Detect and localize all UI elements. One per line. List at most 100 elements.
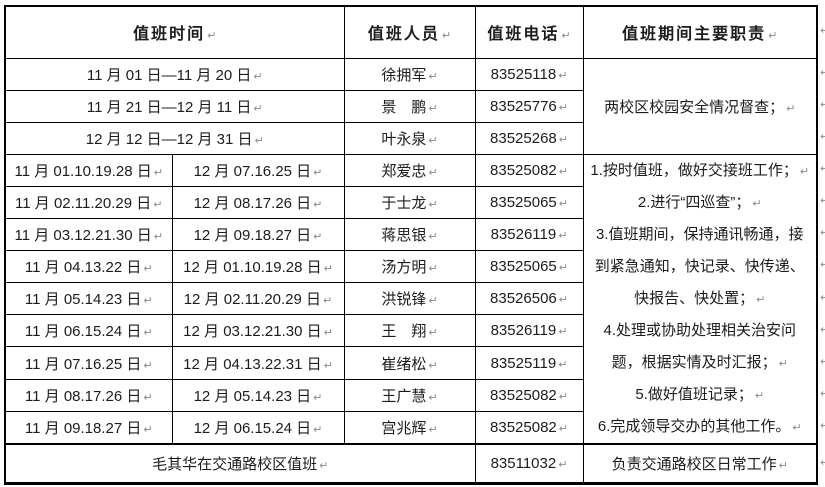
phone-cell[interactable]: 83526119 ↵ [474, 314, 584, 348]
paragraph-return-mark: ↵ [756, 293, 766, 306]
footer-duty-cell[interactable]: 负责交通路校区日常工作 ↵ [582, 442, 818, 484]
time-cell[interactable]: 12 月 12 日—12 月 31 日 ↵ [4, 121, 345, 155]
time-cell-dec[interactable]: 12 月 03.12.21.30 日 ↵ [171, 314, 345, 348]
time-value: 12 月 01.10.19.28 日 [183, 259, 322, 277]
header-phone-cell[interactable]: 值班电话 ↵ [474, 5, 584, 59]
name-value: 宫兆辉 [381, 419, 427, 437]
time-cell-nov[interactable]: 11 月 02.11.20.29 日 ↵ [4, 185, 173, 219]
header-time-cell[interactable]: 值班时间 ↵ [4, 5, 345, 59]
name-cell[interactable]: 王广慧 ↵ [343, 378, 476, 412]
cell-return-mark: ↵ [143, 295, 153, 308]
name-cell[interactable]: 洪锐锋 ↵ [343, 282, 476, 316]
cell-return-mark: ↵ [319, 459, 329, 472]
row-end-mark: ↵ [820, 99, 825, 111]
time-cell-nov[interactable]: 11 月 06.15.24 日 ↵ [4, 314, 173, 348]
footer-note-cell[interactable]: 毛其华在交通路校区值班 ↵ [4, 442, 476, 484]
cell-return-mark: ↵ [428, 230, 438, 243]
time-cell-nov[interactable]: 11 月 09.18.27 日 ↵ [4, 410, 173, 445]
time-cell-dec[interactable]: 12 月 01.10.19.28 日 ↵ [171, 249, 345, 284]
name-cell[interactable]: 宫兆辉 ↵ [343, 410, 476, 445]
row-end-mark: ↵ [820, 457, 825, 469]
phone-value: 83525119 [490, 354, 557, 372]
cell-return-mark: ↵ [558, 390, 568, 403]
header-duty-cell[interactable]: 值班期间主要职责 ↵ [582, 5, 818, 59]
name-cell[interactable]: 蒋思银 ↵ [343, 217, 476, 251]
time-value: 12 月 06.15.24 日 [193, 419, 312, 437]
phone-cell[interactable]: 83525119 ↵ [474, 346, 584, 380]
cell-return-mark: ↵ [253, 70, 263, 83]
name-cell[interactable]: 王 翔 ↵ [343, 314, 476, 348]
time-cell-nov[interactable]: 11 月 07.16.25 日 ↵ [4, 346, 173, 380]
header-person-cell[interactable]: 值班人员 ↵ [343, 5, 476, 59]
cell-return-mark: ↵ [313, 423, 323, 436]
row-end-mark: ↵ [820, 195, 825, 207]
name-cell[interactable]: 汤方明 ↵ [343, 249, 476, 284]
name-cell[interactable]: 崔绪松 ↵ [343, 346, 476, 380]
paragraph-return-mark: ↵ [792, 421, 802, 434]
row-end-mark: ↵ [820, 25, 825, 37]
time-cell-dec[interactable]: 12 月 02.11.20.29 日 ↵ [171, 282, 345, 316]
table-row: 11 月 01.10.19.28 日 ↵ 12 月 07.16.25 日 ↵ 郑爱忠… [4, 153, 818, 444]
cell-return-mark: ↵ [313, 391, 323, 404]
time-cell-nov[interactable]: 11 月 05.14.23 日 ↵ [4, 282, 173, 316]
phone-cell[interactable]: 83525065 ↵ [474, 185, 584, 219]
time-cell[interactable]: 11 月 21 日—12 月 11 日 ↵ [4, 89, 345, 123]
duty-list: 1.按时值班，做好交接班工作； ↵ 2.进行“四巡查”； ↵ 3.值班期间，保持通讯畅通… [584, 155, 816, 443]
time-cell[interactable]: 11 月 01 日—11 月 20 日 ↵ [4, 57, 345, 91]
cell-return-mark: ↵ [561, 30, 571, 43]
time-value: 12 月 04.13.22.31 日 [183, 355, 322, 373]
phone-cell[interactable]: 83525776 ↵ [474, 89, 584, 123]
time-cell-dec[interactable]: 12 月 09.18.27 日 ↵ [171, 217, 345, 251]
phone-value: 83525065 [490, 193, 557, 211]
time-cell-dec[interactable]: 12 月 07.16.25 日 ↵ [171, 153, 345, 187]
time-cell-nov[interactable]: 11 月 03.12.21.30 日 ↵ [4, 217, 173, 251]
name-cell[interactable]: 徐拥军 ↵ [343, 57, 476, 91]
phone-cell[interactable]: 83526119 ↵ [474, 217, 584, 251]
time-value: 11 月 01 日—11 月 20 日 [86, 66, 252, 84]
phone-cell[interactable]: 83525268 ↵ [474, 121, 584, 155]
duty-group2-cell[interactable]: 1.按时值班，做好交接班工作； ↵ 2.进行“四巡查”； ↵ 3.值班期间，保持通讯畅通… [582, 153, 818, 444]
table-row: 11 月 04.13.22 日 ↵ 12 月 01.10.19.28 日 ↵ 汤方明… [4, 249, 817, 284]
footer-phone-cell[interactable]: 83511032 ↵ [474, 442, 584, 484]
table-row: 11 月 07.16.25 日 ↵ 12 月 04.13.22.31 日 ↵ 崔绪松… [4, 346, 817, 380]
cell-return-mark: ↵ [558, 165, 568, 178]
phone-value: 83526119 [490, 322, 557, 340]
name-value: 王 翔 [381, 323, 427, 341]
time-cell-dec[interactable]: 12 月 05.14.23 日 ↵ [171, 378, 345, 412]
time-cell-nov[interactable]: 11 月 01.10.19.28 日 ↵ [4, 153, 173, 187]
row-end-mark: ↵ [820, 131, 825, 143]
name-cell[interactable]: 景 鹏 ↵ [343, 89, 476, 123]
time-cell-dec[interactable]: 12 月 08.17.26 日 ↵ [171, 185, 345, 219]
cell-return-mark: ↵ [428, 166, 438, 179]
phone-cell[interactable]: 83525082 ↵ [474, 410, 584, 445]
paragraph-return-mark: ↵ [799, 165, 810, 178]
phone-cell[interactable]: 83526506 ↵ [474, 282, 584, 316]
phone-cell[interactable]: 83525118 ↵ [474, 57, 584, 91]
name-cell[interactable]: 叶永泉 ↵ [343, 121, 476, 155]
duty-line: 3.值班期间，保持通讯畅通，接 [595, 225, 804, 243]
row-end-mark: ↵ [820, 163, 825, 175]
name-cell[interactable]: 于士龙 ↵ [343, 185, 476, 219]
duty-group1-cell[interactable]: 两校区校园安全情况督查； ↵ [582, 57, 818, 155]
time-cell-dec[interactable]: 12 月 04.13.22.31 日 ↵ [171, 346, 345, 380]
phone-cell[interactable]: 83525082 ↵ [474, 153, 584, 187]
cell-return-mark: ↵ [313, 198, 323, 211]
time-cell-nov[interactable]: 11 月 08.17.26 日 ↵ [4, 378, 173, 412]
phone-value: 83525118 [490, 65, 557, 83]
cell-return-mark: ↵ [313, 166, 323, 179]
phone-cell[interactable]: 83525065 ↵ [474, 249, 584, 284]
time-value: 12 月 03.12.21.30 日 [183, 323, 322, 341]
header-time-label: 值班时间 [133, 26, 206, 44]
cell-return-mark: ↵ [786, 102, 796, 115]
table-row: 11 月 05.14.23 日 ↵ 12 月 02.11.20.29 日 ↵ 洪锐锋… [4, 282, 817, 316]
table-row: 11 月 03.12.21.30 日 ↵ 12 月 09.18.27 日 ↵ 蒋思银… [4, 217, 817, 251]
cell-return-mark: ↵ [558, 101, 568, 114]
phone-cell[interactable]: 83525082 ↵ [474, 378, 584, 412]
time-cell-nov[interactable]: 11 月 04.13.22 日 ↵ [4, 249, 173, 284]
cell-return-mark: ↵ [143, 263, 153, 276]
row-end-mark: ↵ [820, 227, 825, 239]
cell-return-mark: ↵ [207, 30, 217, 43]
time-cell-dec[interactable]: 12 月 06.15.24 日 ↵ [171, 410, 345, 445]
name-cell[interactable]: 郑爱忠 ↵ [343, 153, 476, 187]
